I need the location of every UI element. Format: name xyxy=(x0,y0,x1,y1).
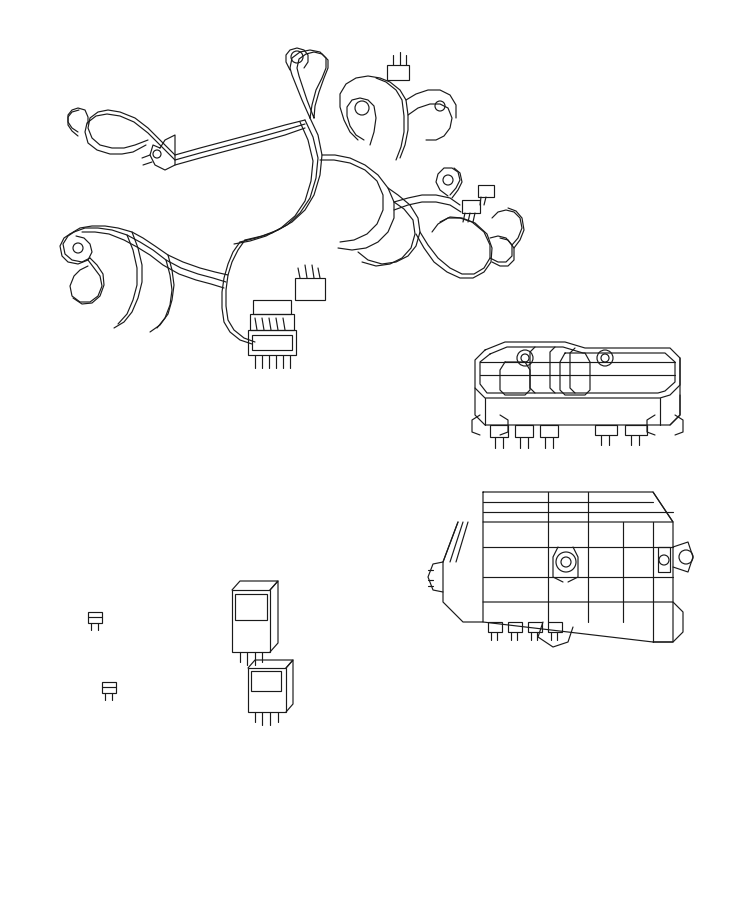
Bar xyxy=(295,278,325,300)
Bar xyxy=(548,622,562,632)
Bar xyxy=(528,622,542,632)
Bar xyxy=(250,314,294,330)
Bar xyxy=(251,671,281,691)
Bar xyxy=(490,425,508,437)
Bar xyxy=(235,594,267,620)
Bar xyxy=(658,547,670,572)
Bar xyxy=(515,425,533,437)
Bar xyxy=(462,200,480,213)
Bar xyxy=(488,622,502,632)
Bar xyxy=(595,425,617,435)
Bar xyxy=(625,425,647,435)
Bar xyxy=(102,682,116,693)
Bar xyxy=(508,622,522,632)
Bar xyxy=(252,335,292,350)
Bar xyxy=(387,65,409,80)
Bar xyxy=(253,300,291,314)
Bar xyxy=(88,612,102,623)
Bar xyxy=(248,330,296,355)
Bar xyxy=(540,425,558,437)
Bar xyxy=(478,185,494,197)
Bar xyxy=(232,590,270,652)
Bar xyxy=(248,668,286,712)
